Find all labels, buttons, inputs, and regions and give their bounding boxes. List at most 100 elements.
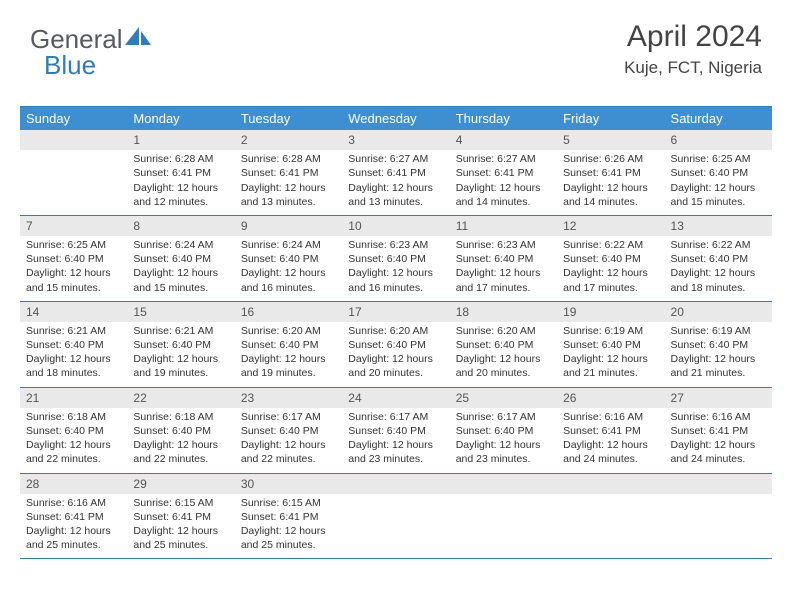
- day-cell: 1Sunrise: 6:28 AMSunset: 6:41 PMDaylight…: [127, 130, 234, 215]
- week-row: 21Sunrise: 6:18 AMSunset: 6:40 PMDayligh…: [20, 388, 772, 474]
- day-body: Sunrise: 6:28 AMSunset: 6:41 PMDaylight:…: [127, 150, 234, 215]
- day-number: 25: [450, 388, 557, 408]
- day-line: Daylight: 12 hours: [563, 181, 658, 195]
- day-cell: 8Sunrise: 6:24 AMSunset: 6:40 PMDaylight…: [127, 216, 234, 301]
- day-line: Sunrise: 6:27 AM: [348, 152, 443, 166]
- day-line: Daylight: 12 hours: [671, 438, 766, 452]
- day-line: Daylight: 12 hours: [563, 352, 658, 366]
- day-cell: 19Sunrise: 6:19 AMSunset: 6:40 PMDayligh…: [557, 302, 664, 387]
- day-line: Sunset: 6:40 PM: [133, 424, 228, 438]
- location: Kuje, FCT, Nigeria: [624, 58, 762, 78]
- day-line: and 22 minutes.: [26, 452, 121, 466]
- day-cell: 12Sunrise: 6:22 AMSunset: 6:40 PMDayligh…: [557, 216, 664, 301]
- day-body: Sunrise: 6:17 AMSunset: 6:40 PMDaylight:…: [450, 408, 557, 473]
- week-row: 28Sunrise: 6:16 AMSunset: 6:41 PMDayligh…: [20, 474, 772, 560]
- day-line: and 19 minutes.: [133, 366, 228, 380]
- day-line: Sunrise: 6:23 AM: [456, 238, 551, 252]
- day-line: Sunrise: 6:25 AM: [26, 238, 121, 252]
- day-number: 14: [20, 302, 127, 322]
- day-number: 19: [557, 302, 664, 322]
- day-line: Sunrise: 6:21 AM: [26, 324, 121, 338]
- day-cell: 20Sunrise: 6:19 AMSunset: 6:40 PMDayligh…: [665, 302, 772, 387]
- day-line: Sunset: 6:40 PM: [241, 338, 336, 352]
- day-number: 30: [235, 474, 342, 494]
- day-line: Sunset: 6:40 PM: [26, 252, 121, 266]
- day-number: 9: [235, 216, 342, 236]
- day-line: Daylight: 12 hours: [133, 524, 228, 538]
- day-body: Sunrise: 6:17 AMSunset: 6:40 PMDaylight:…: [342, 408, 449, 473]
- day-body: Sunrise: 6:24 AMSunset: 6:40 PMDaylight:…: [127, 236, 234, 301]
- week-row: 1Sunrise: 6:28 AMSunset: 6:41 PMDaylight…: [20, 130, 772, 216]
- day-number: [665, 474, 772, 494]
- day-line: Sunset: 6:41 PM: [563, 166, 658, 180]
- day-body: Sunrise: 6:27 AMSunset: 6:41 PMDaylight:…: [450, 150, 557, 215]
- day-line: Sunrise: 6:19 AM: [671, 324, 766, 338]
- day-body: [342, 494, 449, 502]
- day-cell: 24Sunrise: 6:17 AMSunset: 6:40 PMDayligh…: [342, 388, 449, 473]
- day-line: Sunset: 6:40 PM: [671, 252, 766, 266]
- day-line: and 21 minutes.: [671, 366, 766, 380]
- day-body: Sunrise: 6:28 AMSunset: 6:41 PMDaylight:…: [235, 150, 342, 215]
- day-cell: 6Sunrise: 6:25 AMSunset: 6:40 PMDaylight…: [665, 130, 772, 215]
- day-line: Sunrise: 6:28 AM: [133, 152, 228, 166]
- day-body: Sunrise: 6:21 AMSunset: 6:40 PMDaylight:…: [127, 322, 234, 387]
- day-line: Sunrise: 6:18 AM: [26, 410, 121, 424]
- day-line: and 23 minutes.: [348, 452, 443, 466]
- day-line: Sunrise: 6:23 AM: [348, 238, 443, 252]
- day-body: [665, 494, 772, 502]
- day-cell: 26Sunrise: 6:16 AMSunset: 6:41 PMDayligh…: [557, 388, 664, 473]
- day-body: [557, 494, 664, 502]
- day-line: Sunrise: 6:18 AM: [133, 410, 228, 424]
- day-body: Sunrise: 6:20 AMSunset: 6:40 PMDaylight:…: [450, 322, 557, 387]
- day-line: Sunrise: 6:19 AM: [563, 324, 658, 338]
- day-line: Daylight: 12 hours: [133, 181, 228, 195]
- day-body: Sunrise: 6:23 AMSunset: 6:40 PMDaylight:…: [450, 236, 557, 301]
- day-number: 13: [665, 216, 772, 236]
- day-line: Sunrise: 6:28 AM: [241, 152, 336, 166]
- day-body: Sunrise: 6:25 AMSunset: 6:40 PMDaylight:…: [20, 236, 127, 301]
- day-line: Sunset: 6:40 PM: [26, 338, 121, 352]
- day-number: 2: [235, 130, 342, 150]
- day-cell: 27Sunrise: 6:16 AMSunset: 6:41 PMDayligh…: [665, 388, 772, 473]
- day-cell: 23Sunrise: 6:17 AMSunset: 6:40 PMDayligh…: [235, 388, 342, 473]
- day-line: Daylight: 12 hours: [241, 524, 336, 538]
- day-number: 10: [342, 216, 449, 236]
- day-line: and 12 minutes.: [133, 195, 228, 209]
- day-line: Daylight: 12 hours: [241, 266, 336, 280]
- day-line: Sunrise: 6:22 AM: [563, 238, 658, 252]
- day-line: Sunrise: 6:17 AM: [241, 410, 336, 424]
- day-number: 12: [557, 216, 664, 236]
- day-line: Daylight: 12 hours: [456, 266, 551, 280]
- day-cell: 18Sunrise: 6:20 AMSunset: 6:40 PMDayligh…: [450, 302, 557, 387]
- day-line: Sunrise: 6:20 AM: [348, 324, 443, 338]
- day-line: Daylight: 12 hours: [133, 438, 228, 452]
- day-body: Sunrise: 6:21 AMSunset: 6:40 PMDaylight:…: [20, 322, 127, 387]
- day-line: Daylight: 12 hours: [671, 266, 766, 280]
- day-cell: 4Sunrise: 6:27 AMSunset: 6:41 PMDaylight…: [450, 130, 557, 215]
- day-line: Sunrise: 6:16 AM: [563, 410, 658, 424]
- day-number: [20, 130, 127, 150]
- day-number: 27: [665, 388, 772, 408]
- day-number: 1: [127, 130, 234, 150]
- week-row: 14Sunrise: 6:21 AMSunset: 6:40 PMDayligh…: [20, 302, 772, 388]
- day-line: Sunset: 6:40 PM: [348, 338, 443, 352]
- day-number: 17: [342, 302, 449, 322]
- day-line: Sunrise: 6:25 AM: [671, 152, 766, 166]
- dayname: Monday: [127, 107, 234, 130]
- day-line: Sunset: 6:41 PM: [348, 166, 443, 180]
- day-number: 15: [127, 302, 234, 322]
- day-line: Sunset: 6:40 PM: [456, 338, 551, 352]
- day-line: and 24 minutes.: [671, 452, 766, 466]
- day-line: Sunset: 6:41 PM: [241, 510, 336, 524]
- day-body: [450, 494, 557, 502]
- day-cell: [665, 474, 772, 559]
- day-number: 22: [127, 388, 234, 408]
- day-line: Daylight: 12 hours: [241, 438, 336, 452]
- day-line: and 25 minutes.: [133, 538, 228, 552]
- day-cell: 28Sunrise: 6:16 AMSunset: 6:41 PMDayligh…: [20, 474, 127, 559]
- dayname: Wednesday: [342, 107, 449, 130]
- day-line: Daylight: 12 hours: [26, 266, 121, 280]
- day-line: Daylight: 12 hours: [348, 181, 443, 195]
- day-number: 6: [665, 130, 772, 150]
- day-line: Daylight: 12 hours: [133, 352, 228, 366]
